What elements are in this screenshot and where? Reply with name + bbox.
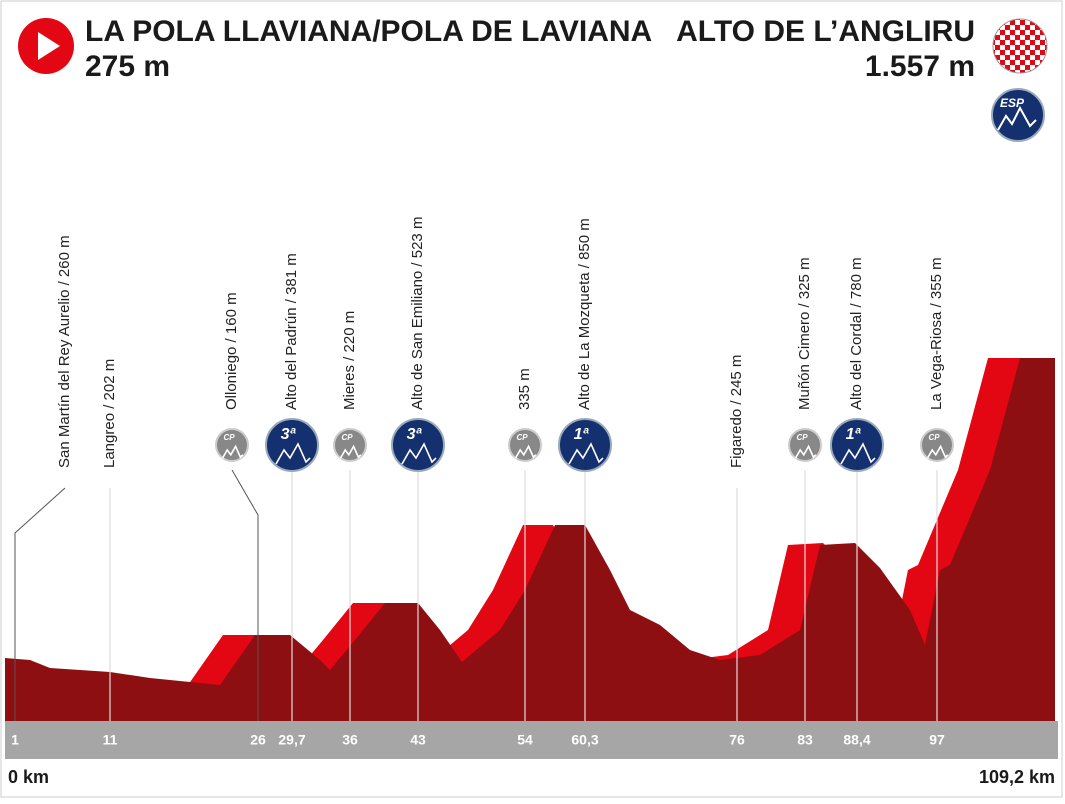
km-label: 36 bbox=[342, 732, 358, 748]
waypoint-label: Alto de La Mozqueta / 850 m bbox=[576, 218, 593, 410]
cp-badge bbox=[788, 428, 822, 462]
badge-mountain bbox=[514, 444, 537, 459]
km-label: 83 bbox=[797, 732, 813, 748]
start-altitude: 275 m bbox=[85, 50, 170, 83]
waypoint-label: Olloniego / 160 m bbox=[223, 292, 240, 410]
km-label: 54 bbox=[517, 732, 533, 748]
waypoint-label: Alto del Padrún / 381 m bbox=[283, 253, 300, 410]
badge-mountain bbox=[568, 442, 604, 465]
badge-mountain bbox=[221, 444, 244, 459]
esp-badge bbox=[991, 88, 1045, 142]
badge-mountain bbox=[275, 442, 311, 465]
waypoint-label: San Martín del Rey Aurelio / 260 m bbox=[56, 235, 73, 468]
badge-text: CP bbox=[223, 433, 235, 442]
waypoint-label: Alto del Cordal / 780 m bbox=[848, 257, 865, 410]
badge-mountain bbox=[339, 444, 362, 459]
badge-text: CP bbox=[516, 433, 528, 442]
profile-top bbox=[5, 358, 1055, 721]
km-label: 76 bbox=[729, 732, 745, 748]
km-label: 1 bbox=[11, 732, 19, 748]
leader-line bbox=[14, 487, 66, 721]
badge-mountain bbox=[840, 442, 876, 465]
km-label: 43 bbox=[410, 732, 426, 748]
finish-km: 109,2 km bbox=[979, 767, 1055, 787]
waypoint-label: 335 m bbox=[516, 368, 533, 410]
km-label: 60,3 bbox=[571, 732, 598, 748]
badge-text: 3ª bbox=[281, 426, 297, 443]
badge-mountain bbox=[926, 444, 949, 459]
cp-badge bbox=[333, 428, 367, 462]
waypoint-label: La Vega-Riosa / 355 m bbox=[928, 257, 945, 410]
km-label: 29,7 bbox=[278, 732, 305, 748]
badge-text: 1ª bbox=[574, 426, 590, 443]
badge-mountain bbox=[794, 444, 817, 459]
waypoint-label: Muñón Cimero / 325 m bbox=[796, 257, 813, 410]
finish-altitude: 1.557 m bbox=[865, 50, 975, 83]
waypoint-label: Langreo / 202 m bbox=[101, 359, 118, 468]
km-bar bbox=[5, 721, 1058, 759]
esp-badge-text: ESP bbox=[1000, 96, 1025, 110]
km-label: 97 bbox=[929, 732, 945, 748]
badge-mountain bbox=[401, 442, 437, 465]
waypoint-label: Figaredo / 245 m bbox=[728, 355, 745, 468]
esp-mountain bbox=[997, 105, 1037, 131]
start-name: LA POLA LLAVIANA/POLA DE LAVIANA bbox=[85, 15, 652, 48]
cp-badge bbox=[215, 428, 249, 462]
badge-text: 1ª bbox=[846, 426, 862, 443]
cp-badge bbox=[508, 428, 542, 462]
badge-text: CP bbox=[796, 433, 808, 442]
finish-icon bbox=[992, 18, 1048, 74]
km-label: 26 bbox=[250, 732, 266, 748]
km-label: 88,4 bbox=[843, 732, 870, 748]
badge-text: CP bbox=[928, 433, 940, 442]
waypoint-label: Mieres / 220 m bbox=[341, 311, 358, 410]
badge-text: 3ª bbox=[407, 426, 423, 443]
start-arrow bbox=[38, 32, 60, 60]
finish-name: ALTO DE L’ANGLIRU bbox=[676, 15, 975, 48]
badge-text: CP bbox=[341, 433, 353, 442]
waypoint-label: Alto de San Emiliano / 523 m bbox=[409, 217, 426, 410]
km-label: 11 bbox=[103, 732, 118, 748]
leader-line bbox=[231, 469, 259, 721]
start-km: 0 km bbox=[8, 767, 49, 787]
cp-badge bbox=[920, 428, 954, 462]
